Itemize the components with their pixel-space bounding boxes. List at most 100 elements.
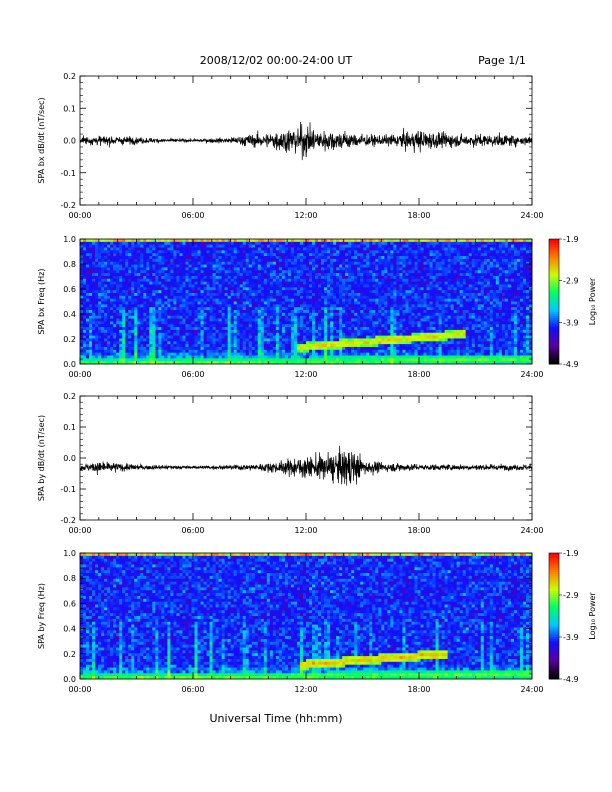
spectrogram-cell: [381, 273, 385, 277]
spectrogram-cell: [131, 244, 135, 248]
spectrogram-cell: [119, 275, 123, 280]
spectrogram-cell: [275, 310, 280, 314]
spectrogram-cell: [324, 358, 328, 362]
spectrogram-cell: [209, 301, 213, 305]
spectrogram-cell: [152, 341, 156, 345]
spectrogram-cell: [269, 278, 274, 283]
spectrogram-cell: [221, 338, 226, 342]
spectrogram-cell: [164, 244, 168, 248]
spectrogram-cell: [203, 270, 207, 274]
spectrogram-cell: [315, 312, 319, 317]
spectrogram-cell: [293, 327, 298, 331]
spectrogram-cell: [299, 290, 304, 294]
spectrogram-cell: [101, 281, 105, 285]
spectrogram-cell: [152, 267, 156, 271]
spectrogram-cell: [212, 349, 216, 354]
spectrogram-cell: [116, 307, 120, 311]
spectrogram-cell: [239, 361, 244, 365]
spectrogram-cell: [95, 349, 99, 354]
spectrogram-cell: [104, 247, 108, 251]
spectrogram-cell: [221, 307, 226, 311]
spectrogram-cell: [206, 258, 210, 263]
spectrogram-cell: [83, 352, 87, 356]
spectrogram-cell: [396, 329, 400, 334]
spectrogram-cell: [312, 292, 316, 297]
spectrogram-cell: [306, 284, 310, 288]
spectrogram-cell: [321, 332, 325, 336]
spectrogram-cell: [197, 261, 201, 265]
spectrogram-cell: [405, 261, 409, 265]
spectrogram-cell: [278, 327, 283, 331]
spectrogram-cell: [287, 324, 292, 328]
spectrogram-cell: [348, 327, 352, 331]
spectrogram-cell: [134, 247, 138, 251]
spectrogram-cell: [173, 241, 177, 246]
spectrogram-cell: [378, 298, 382, 302]
spectrogram-cell: [387, 352, 391, 356]
spectrogram-cell: [357, 284, 361, 288]
spectrogram-cell: [354, 264, 358, 268]
spectrogram-cell: [242, 250, 247, 254]
spectrogram-cell: [233, 241, 238, 246]
spectrogram-cell: [287, 244, 292, 248]
spectrogram-cell: [345, 298, 349, 302]
spectrogram-cell: [83, 261, 87, 265]
spectrogram-cell: [296, 361, 301, 365]
spectrogram-cell: [80, 256, 84, 260]
spectrogram-cell: [107, 258, 111, 263]
spectrogram-cell: [128, 310, 132, 314]
spectrogram-cell: [104, 281, 108, 285]
spectrogram-cell: [233, 278, 238, 283]
spectrogram-cell: [411, 247, 415, 251]
spectrogram-cell: [80, 275, 84, 280]
spectrogram-cell: [293, 315, 298, 319]
spectrogram-cell: [318, 256, 322, 260]
spectrogram-cell: [315, 352, 319, 356]
spectrogram-cell: [251, 287, 256, 291]
spectrogram-cell: [188, 264, 192, 268]
spectrogram-cell: [221, 290, 226, 294]
spectrogram-cell: [284, 312, 289, 317]
spectrogram-cell: [185, 275, 189, 280]
spectrogram-cell: [164, 253, 168, 257]
spectrogram-cell: [366, 256, 370, 260]
spectrogram-cell: [393, 304, 397, 308]
spectrogram-cell: [408, 312, 412, 317]
spectrogram-cell: [366, 298, 370, 302]
spectrogram-cell: [131, 361, 135, 365]
spectrogram-cell: [321, 358, 325, 362]
spectrogram-cell: [80, 349, 84, 354]
spectrogram-cell: [209, 329, 213, 334]
spectrogram-cell: [372, 247, 376, 251]
spectrogram-cell: [369, 304, 373, 308]
spectrogram-cell: [275, 329, 280, 334]
spectrogram-cell: [327, 307, 331, 311]
spectrogram-cell: [330, 239, 334, 243]
spectrogram-cell: [113, 244, 117, 248]
spectrogram-cell: [182, 270, 186, 274]
spectrogram-cell: [149, 335, 153, 339]
spectrogram-cell: [275, 304, 280, 308]
spectrogram-cell: [405, 298, 409, 302]
spectrogram-cell: [242, 344, 247, 348]
spectrogram-cell: [209, 287, 213, 291]
spectrogram-cell: [188, 344, 192, 348]
spectrogram-cell: [306, 312, 310, 317]
spectrogram-cell: [315, 267, 319, 271]
spectrogram-cell: [284, 318, 289, 322]
spectrogram-cell: [372, 321, 376, 325]
spectrogram-cell: [92, 341, 96, 345]
spectrogram-cell: [134, 258, 138, 263]
spectrogram-cell: [98, 267, 102, 271]
spectrogram-cell: [245, 275, 250, 280]
spectrogram-cell: [248, 273, 253, 277]
spectrogram-cell: [164, 270, 168, 274]
spectrogram-cell: [309, 349, 313, 354]
spectrogram-cell: [345, 281, 349, 285]
spectrogram-cell: [408, 256, 412, 260]
spectrogram-cell: [309, 344, 313, 348]
spectrogram-cell: [315, 241, 319, 246]
spectrogram-cell: [191, 310, 195, 314]
spectrogram-cell: [378, 335, 382, 339]
spectrogram-cell: [194, 298, 198, 302]
